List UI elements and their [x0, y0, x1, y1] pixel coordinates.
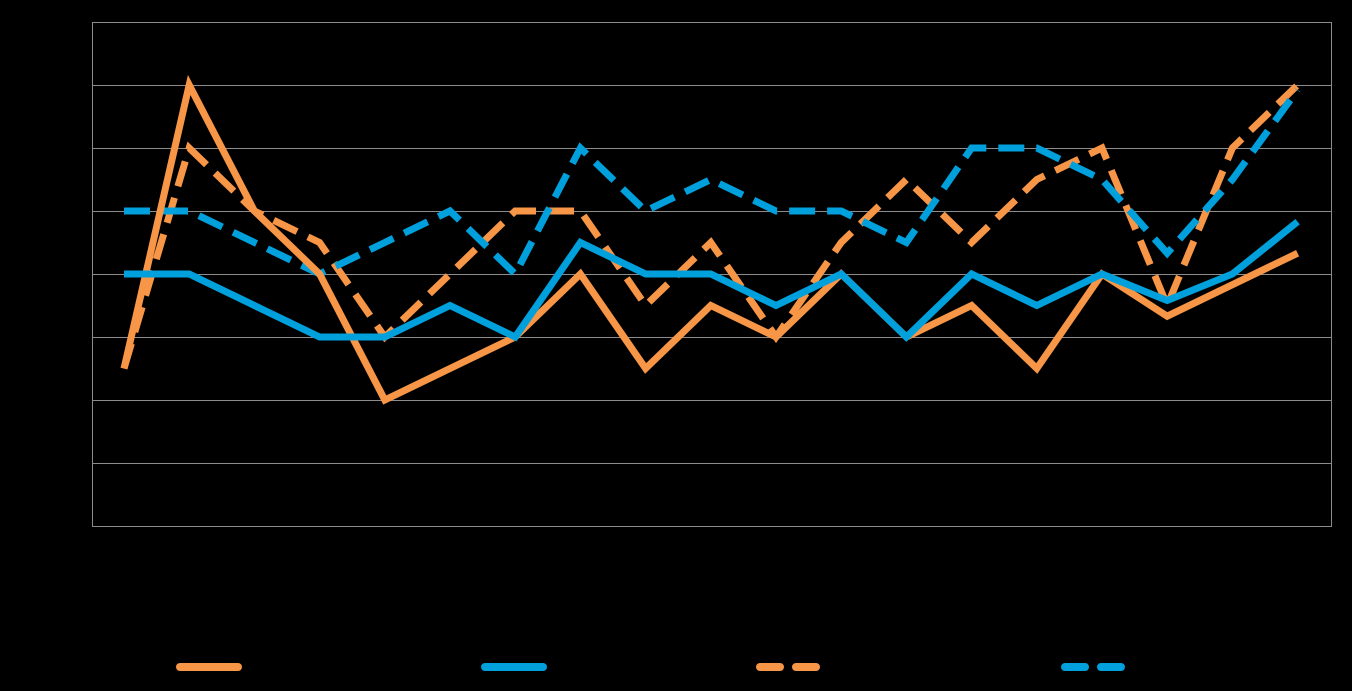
series-lines [120, 74, 1301, 405]
series-line-2-solid [124, 218, 1300, 342]
series-line-3-dashed [120, 82, 1301, 370]
